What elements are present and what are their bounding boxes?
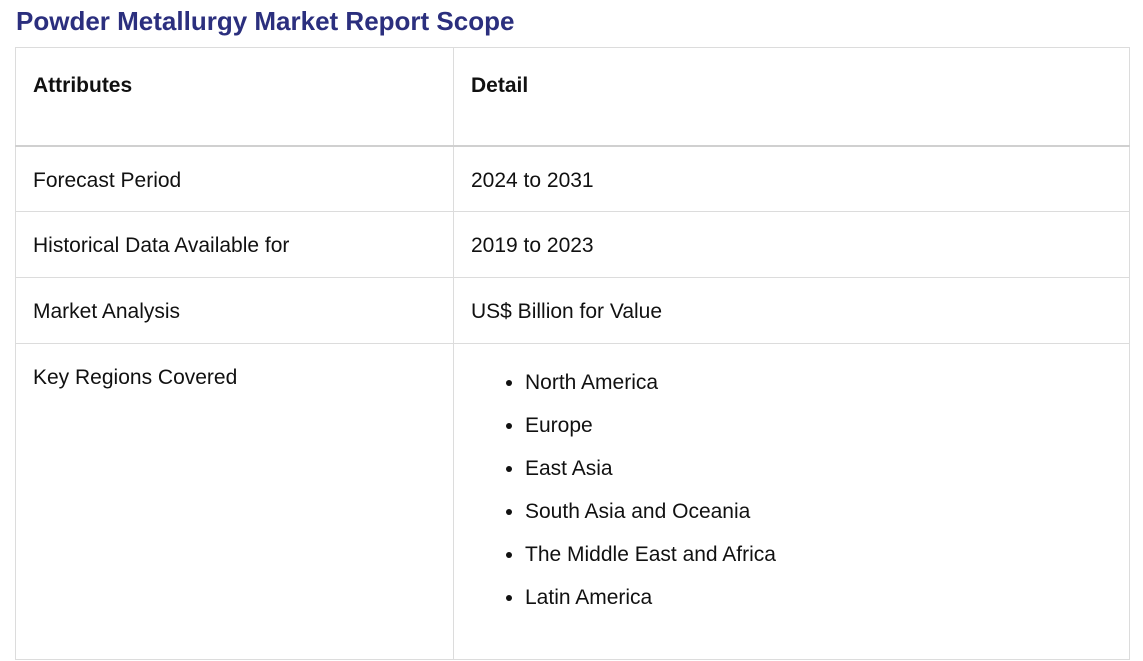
- attribute-cell: Key Regions Covered: [15, 343, 454, 660]
- detail-cell: 2019 to 2023: [453, 211, 1130, 278]
- region-item: East Asia: [525, 456, 1113, 482]
- region-item: North America: [525, 370, 1113, 396]
- header-detail: Detail: [453, 47, 1130, 147]
- table-row: Market Analysis US$ Billion for Value: [15, 277, 1130, 344]
- table-row: Forecast Period 2024 to 2031: [15, 145, 1130, 212]
- attribute-cell: Historical Data Available for: [15, 211, 454, 278]
- page-title: Powder Metallurgy Market Report Scope: [16, 6, 515, 36]
- table-row-regions: Key Regions Covered North America Europe…: [15, 343, 1130, 660]
- detail-cell: US$ Billion for Value: [453, 277, 1130, 344]
- attribute-cell: Market Analysis: [15, 277, 454, 344]
- table-header-row: Attributes Detail: [15, 47, 1130, 147]
- region-item: The Middle East and Africa: [525, 542, 1113, 568]
- report-scope-table: Attributes Detail Forecast Period 2024 t…: [15, 47, 1130, 660]
- detail-cell-regions: North America Europe East Asia South Asi…: [453, 343, 1130, 660]
- region-item: South Asia and Oceania: [525, 499, 1113, 525]
- region-item: Latin America: [525, 585, 1113, 611]
- attribute-cell: Forecast Period: [15, 145, 454, 212]
- region-list: North America Europe East Asia South Asi…: [471, 370, 1113, 611]
- region-item: Europe: [525, 413, 1113, 439]
- table-row: Historical Data Available for 2019 to 20…: [15, 211, 1130, 278]
- header-attributes: Attributes: [15, 47, 454, 147]
- detail-cell: 2024 to 2031: [453, 145, 1130, 212]
